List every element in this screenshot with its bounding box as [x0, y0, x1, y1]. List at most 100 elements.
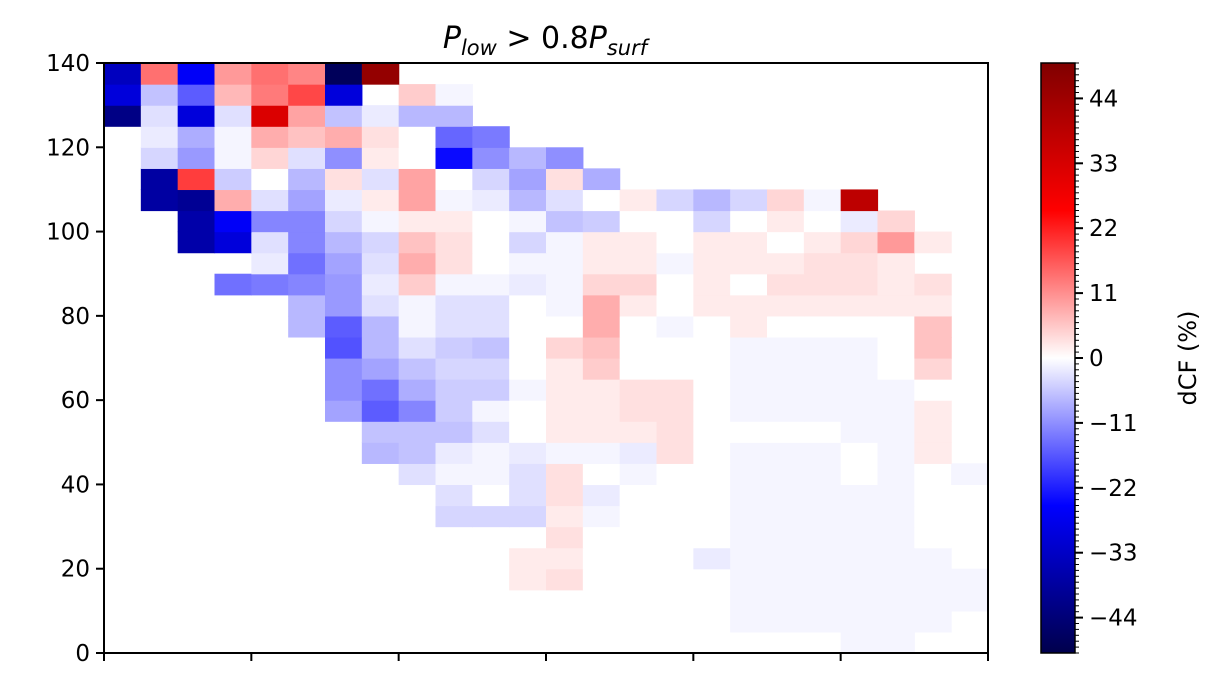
- heatmap-cell: [840, 358, 879, 380]
- heatmap-cell: [840, 505, 879, 528]
- heatmap-cell: [361, 252, 400, 275]
- heatmap-cell: [693, 336, 731, 359]
- heatmap-cell: [398, 105, 437, 127]
- heatmap-cell: [914, 379, 952, 401]
- heatmap-cell: [546, 463, 584, 486]
- heatmap-cell: [730, 315, 768, 338]
- heatmap-cell: [140, 168, 179, 191]
- heatmap-cell: [582, 252, 621, 275]
- heatmap-cell: [435, 105, 473, 127]
- heatmap-cell: [914, 315, 952, 338]
- heatmap-cell: [546, 147, 584, 169]
- heatmap-cell: [398, 126, 437, 148]
- heatmap-cell: [619, 547, 658, 570]
- heatmap-cell: [767, 505, 805, 528]
- heatmap-cell: [840, 189, 879, 212]
- heatmap-cell: [914, 421, 952, 443]
- heatmap-cell: [104, 63, 142, 85]
- heatmap-cell: [730, 189, 768, 212]
- heatmap-cell: [104, 84, 142, 106]
- heatmap-cell: [509, 210, 547, 233]
- heatmap-cell: [619, 189, 658, 212]
- heatmap-cell: [435, 189, 473, 212]
- heatmap-cell: [914, 400, 952, 422]
- heatmap-cell: [582, 210, 621, 233]
- heatmap-cell: [877, 526, 915, 549]
- heatmap-cell: [251, 147, 289, 169]
- heatmap-cell: [914, 463, 952, 486]
- heatmap-cell: [361, 231, 400, 254]
- heatmap-cell: [767, 315, 805, 338]
- heatmap-cell: [140, 105, 179, 127]
- heatmap-cell: [693, 568, 731, 591]
- y-axis: 0 20 40 60 80 100 120 140: [46, 51, 104, 667]
- heatmap-cell: [325, 252, 363, 275]
- heatmap-cell: [582, 505, 621, 528]
- heatmap-cell: [877, 484, 915, 507]
- heatmap-cell: [914, 442, 952, 464]
- heatmap-cell: [325, 273, 363, 296]
- heatmap-cell: [840, 421, 879, 443]
- heatmap-cell: [767, 610, 805, 633]
- heatmap-cell: [619, 294, 658, 317]
- heatmap-cell: [509, 231, 547, 254]
- heatmap-cell: [398, 252, 437, 275]
- heatmap-cell: [656, 273, 694, 296]
- heatmap-cell: [619, 252, 658, 275]
- heatmap-cell: [803, 358, 842, 380]
- heatmap-cell: [877, 210, 915, 233]
- heatmap-cell: [435, 147, 473, 169]
- heatmap-cell: [656, 252, 694, 275]
- heatmap-cell: [288, 105, 326, 127]
- heatmap-cell: [840, 547, 879, 570]
- heatmap-cell: [361, 105, 400, 127]
- heatmap-cell: [914, 484, 952, 507]
- heatmap-cell: [435, 358, 473, 380]
- heatmap-cell: [803, 589, 842, 612]
- heatmap-cell: [251, 252, 289, 275]
- heatmap-cell: [656, 547, 694, 570]
- heatmap-cell: [398, 273, 437, 296]
- heatmap-cell: [435, 442, 473, 464]
- heatmap-cell: [509, 442, 547, 464]
- heatmap-cell: [803, 252, 842, 275]
- heatmap-cell: [767, 400, 805, 422]
- heatmap-cell: [435, 84, 473, 106]
- heatmap-cell: [472, 231, 510, 254]
- heatmap-cell: [251, 273, 289, 296]
- heatmap-cell: [730, 294, 768, 317]
- x-axis: [103, 653, 989, 661]
- heatmap-cell: [582, 379, 621, 401]
- heatmap-cell: [840, 610, 879, 633]
- heatmap-cell: [472, 505, 510, 528]
- heatmap-cell: [509, 294, 547, 317]
- heatmap-cell: [730, 610, 768, 633]
- heatmap-cell: [435, 126, 473, 148]
- heatmap-cell: [582, 484, 621, 507]
- heatmap-cell: [177, 126, 216, 148]
- heatmap-cell: [840, 315, 879, 338]
- heatmap-cell: [325, 400, 363, 422]
- heatmap-cell: [546, 168, 584, 191]
- heatmap-cell: [693, 273, 731, 296]
- heatmap-cell: [693, 484, 731, 507]
- heatmap-cell: [582, 336, 621, 359]
- heatmap-cell: [472, 358, 510, 380]
- heatmap-cell: [582, 273, 621, 296]
- heatmap-cell: [840, 400, 879, 422]
- heatmap-cell: [767, 463, 805, 486]
- heatmap-cell: [803, 421, 842, 443]
- heatmap-cell: [656, 421, 694, 443]
- heatmap-cell: [509, 547, 547, 570]
- heatmap-cell: [656, 484, 694, 507]
- heatmap-cell: [472, 168, 510, 191]
- heatmap-cell: [509, 421, 547, 443]
- heatmap-cell: [325, 231, 363, 254]
- heatmap-cell: [546, 210, 584, 233]
- heatmap-cell: [398, 315, 437, 338]
- heatmap-cell: [398, 210, 437, 233]
- y-tick-label: 140: [46, 51, 90, 77]
- heatmap-cell: [472, 273, 510, 296]
- heatmap-cell: [435, 400, 473, 422]
